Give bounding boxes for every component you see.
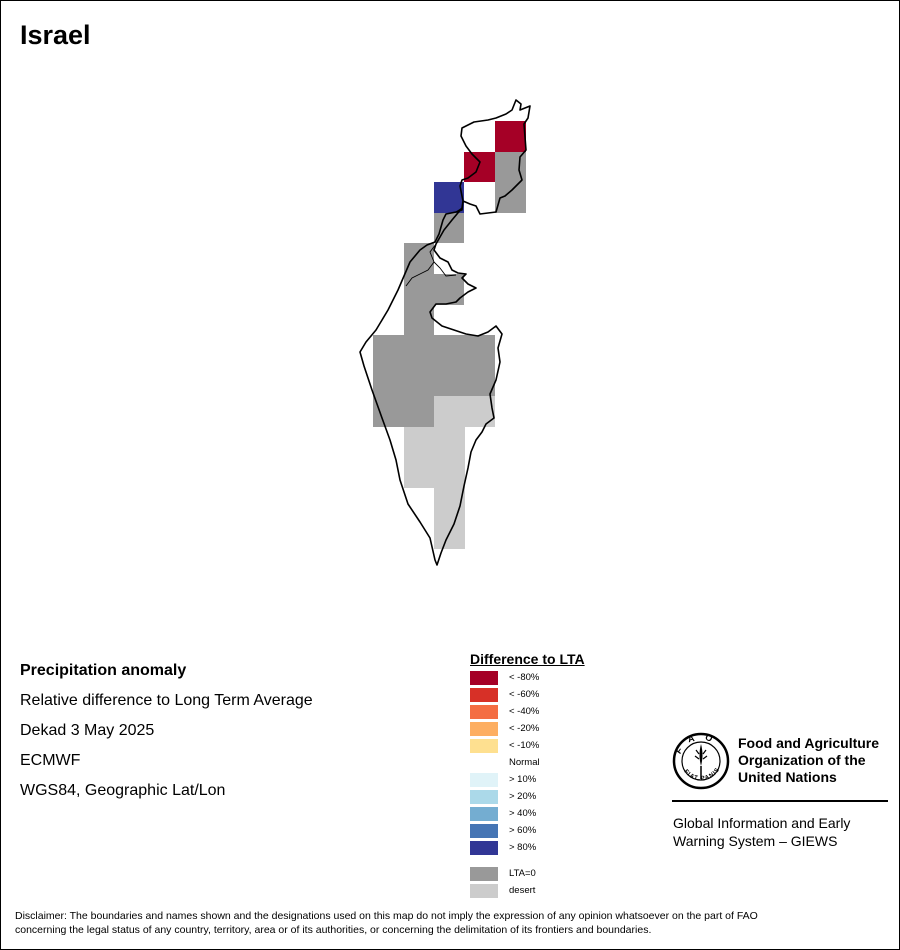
legend-label: < -60% bbox=[509, 689, 540, 700]
info-line: Dekad 3 May 2025 bbox=[20, 722, 155, 739]
map-title: Israel bbox=[20, 20, 91, 50]
legend-label: > 60% bbox=[509, 825, 537, 836]
legend-label: < -20% bbox=[509, 723, 540, 734]
legend-label: < -80% bbox=[509, 672, 540, 683]
legend-swatch bbox=[470, 671, 498, 685]
legend-swatch bbox=[470, 867, 498, 881]
info-heading: Precipitation anomaly bbox=[20, 662, 187, 679]
legend-swatch bbox=[470, 790, 498, 804]
grid-cell-gray bbox=[373, 396, 434, 427]
info-line: WGS84, Geographic Lat/Lon bbox=[20, 782, 226, 799]
map-info: Precipitation anomaly Relative differenc… bbox=[20, 656, 313, 806]
fao-logo-motto: FIAT PANIS bbox=[682, 767, 720, 783]
grid-cell-red-north bbox=[495, 121, 526, 152]
legend-swatch bbox=[470, 739, 498, 753]
fao-logo-letters: FAO bbox=[673, 732, 713, 756]
svg-text:FIAT PANIS: FIAT PANIS bbox=[682, 767, 721, 783]
grid-cell-gray bbox=[434, 274, 464, 305]
legend-label: desert bbox=[509, 885, 536, 896]
legend-label: > 40% bbox=[509, 808, 537, 819]
legend-label: > 10% bbox=[509, 774, 537, 785]
legend-swatch bbox=[470, 722, 498, 736]
grid-cell-gray bbox=[495, 152, 526, 213]
legend-items: < -80% < -60% < -40% < -20% < -10% Normal > 10… bbox=[470, 671, 600, 903]
legend-title: Difference to LTA bbox=[470, 651, 585, 667]
grid-cell-blue bbox=[434, 182, 464, 213]
grid-cell-gray bbox=[373, 335, 495, 396]
grid-cell-gray bbox=[404, 243, 434, 335]
map-area bbox=[359, 99, 531, 566]
country-border bbox=[359, 99, 531, 566]
fao-name-line: United Nations bbox=[738, 769, 837, 785]
legend-swatch bbox=[470, 773, 498, 787]
legend-label: < -10% bbox=[509, 740, 540, 751]
anomaly-grid bbox=[373, 121, 526, 549]
giews-line: Global Information and Early bbox=[673, 815, 851, 831]
fao-name-line: Organization of the bbox=[738, 752, 866, 768]
info-line: Relative difference to Long Term Average bbox=[20, 692, 313, 709]
giews-name: Global Information and Early Warning Sys… bbox=[673, 814, 893, 850]
legend-label: < -40% bbox=[509, 706, 540, 717]
disclaimer-line: concerning the legal status of any count… bbox=[15, 924, 652, 936]
legend-swatch bbox=[470, 807, 498, 821]
grid-cell-desert bbox=[404, 427, 465, 488]
legend-swatch bbox=[470, 841, 498, 855]
legend-swatch bbox=[470, 756, 498, 770]
fao-logo-text: FAO FIAT PANIS bbox=[673, 732, 722, 783]
disclaimer: Disclaimer: The boundaries and names sho… bbox=[15, 909, 887, 937]
legend-label: Normal bbox=[509, 757, 540, 768]
legend-label: LTA=0 bbox=[509, 868, 536, 879]
fao-logo bbox=[672, 732, 730, 790]
legend-swatch bbox=[470, 705, 498, 719]
fao-divider bbox=[672, 800, 888, 802]
svg-text:FAO: FAO bbox=[673, 732, 722, 756]
disclaimer-line: Disclaimer: The boundaries and names sho… bbox=[15, 910, 758, 922]
legend: Difference to LTA < -80% < -60% < -40% < -2… bbox=[470, 651, 585, 898]
giews-line: Warning System – GIEWS bbox=[673, 833, 838, 849]
grid-cell-desert bbox=[434, 488, 465, 549]
legend-swatch bbox=[470, 884, 498, 898]
fao-name: Food and Agriculture Organization of the… bbox=[738, 735, 898, 786]
internal-boundary bbox=[445, 207, 463, 215]
grid-cell-desert bbox=[434, 396, 495, 427]
internal-boundary bbox=[405, 243, 457, 287]
legend-label: > 80% bbox=[509, 842, 537, 853]
legend-label: > 20% bbox=[509, 791, 537, 802]
fao-name-line: Food and Agriculture bbox=[738, 735, 880, 751]
legend-swatch bbox=[470, 688, 498, 702]
legend-swatch bbox=[470, 824, 498, 838]
info-line: ECMWF bbox=[20, 752, 81, 769]
